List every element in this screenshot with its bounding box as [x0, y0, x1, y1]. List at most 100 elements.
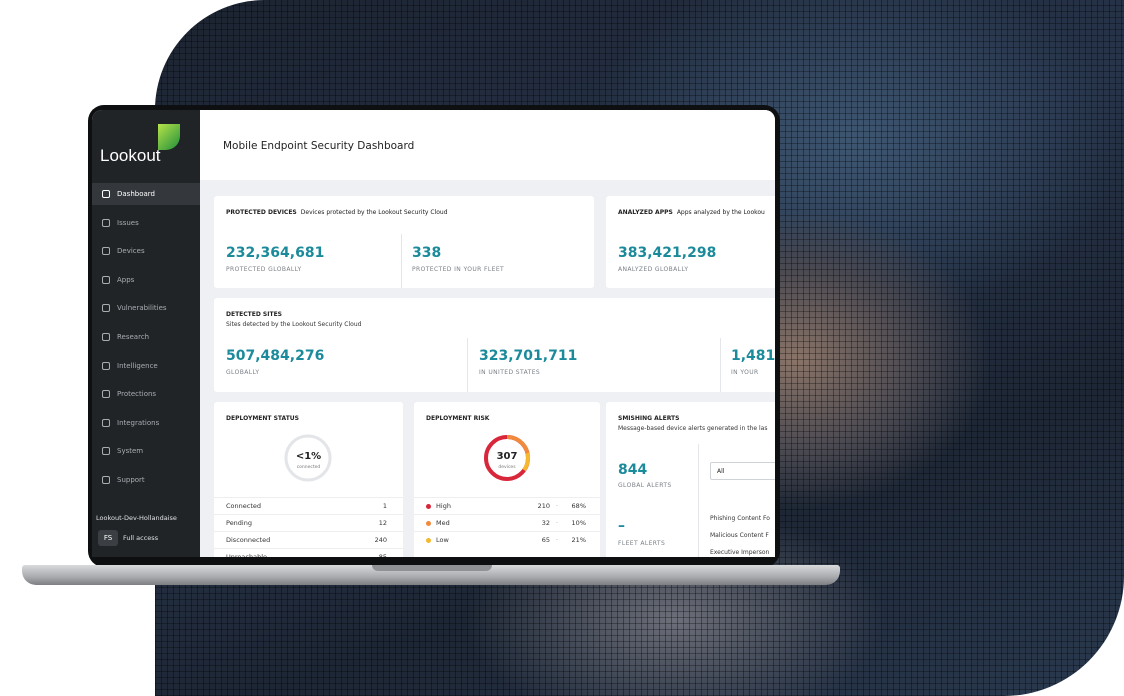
- risk-label: High: [436, 502, 451, 510]
- risk-percent: 68%: [571, 502, 586, 510]
- risk-donut: [484, 434, 530, 481]
- deployment-risk-card: DEPLOYMENT RISK 307 devices High 210 · 68% M…: [414, 402, 600, 557]
- laptop-base: [22, 565, 840, 585]
- nav-icon: [102, 418, 110, 427]
- risk-label: Low: [436, 536, 449, 544]
- card-title-text: ANALYZED APPS: [618, 209, 673, 216]
- nav-icon: [102, 304, 110, 313]
- nav-icon: [102, 190, 110, 198]
- laptop-notch: [372, 565, 492, 571]
- risk-count: 65: [541, 536, 550, 544]
- card-title: DETECTED SITES: [226, 311, 283, 318]
- nav-item[interactable]: Issues: [92, 212, 200, 234]
- donut-value: <1%: [295, 451, 322, 462]
- nav-label: Vulnerabilities: [117, 304, 167, 313]
- donut-low: [522, 452, 530, 472]
- fleet-alerts-value: –: [618, 518, 625, 534]
- risk-percent: 10%: [571, 519, 586, 527]
- card-subtitle: Devices protected by the Lookout Securit…: [300, 209, 448, 216]
- donut-label: devices: [498, 465, 516, 470]
- filter-select[interactable]: All: [710, 462, 775, 480]
- nav-icon: [102, 476, 110, 484]
- card-subtitle: Apps analyzed by the Lookou: [676, 209, 765, 216]
- status-label: Connected: [226, 502, 262, 510]
- tenant[interactable]: Lookout-Dev-Hollandaise: [96, 514, 177, 522]
- nav-label: Research: [117, 333, 150, 341]
- alert-type[interactable]: Phishing Content Fo: [710, 515, 770, 522]
- alert-type[interactable]: Malicious Content F: [710, 532, 769, 539]
- risk-separator: ·: [555, 536, 558, 544]
- nav-label: Intelligence: [117, 361, 158, 370]
- status-label: Disconnected: [226, 536, 271, 544]
- stat-label: PROTECTED GLOBALLY: [226, 266, 302, 273]
- user-badge[interactable]: FS: [98, 530, 118, 546]
- stat-label: IN UNITED STATES: [479, 369, 541, 376]
- logo: Lookout: [100, 146, 161, 165]
- status-donut: [284, 434, 332, 482]
- status-row: Connected 1: [214, 497, 403, 514]
- risk-separator: ·: [555, 502, 558, 510]
- nav-item[interactable]: System: [92, 440, 200, 462]
- stat-label: PROTECTED IN YOUR FLEET: [412, 266, 505, 273]
- donut-track: [284, 434, 332, 482]
- nav-item[interactable]: Protections: [92, 383, 200, 405]
- nav-item[interactable]: Support: [92, 469, 200, 491]
- user-role: Full access: [123, 534, 159, 542]
- nav-label: Apps: [117, 275, 135, 284]
- divider: [698, 444, 699, 557]
- stat-label: ANALYZED GLOBALLY: [618, 266, 689, 273]
- status-label: Unreachable: [226, 553, 267, 557]
- status-count: 85: [378, 553, 387, 557]
- nav-icon: [102, 333, 110, 341]
- risk-row: Med 32 · 10%: [414, 514, 600, 531]
- risk-row: High 210 · 68%: [414, 497, 600, 514]
- nav-item[interactable]: Vulnerabilities: [92, 297, 200, 319]
- divider: [467, 338, 468, 392]
- divider: [720, 338, 721, 392]
- status-count: 240: [374, 536, 387, 544]
- smishing-card: SMISHING ALERTS Message-based device ale…: [606, 402, 775, 557]
- detected-sites-card: DETECTED SITES Sites detected by the Loo…: [214, 298, 775, 392]
- nav-icon: [102, 390, 110, 399]
- nav-item[interactable]: Research: [92, 326, 200, 348]
- risk-count: 210: [537, 502, 550, 510]
- nav-label: System: [117, 447, 144, 456]
- stat-label: GLOBALLY: [226, 369, 260, 376]
- page-title: Mobile Endpoint Security Dashboard: [223, 140, 415, 152]
- risk-dot: [426, 521, 431, 526]
- stat-value: 338: [412, 245, 442, 261]
- analyzed-apps-card: ANALYZED APPS Apps analyzed by the Lookou…: [606, 196, 775, 288]
- sidebar: Lookout Dashboard Issues Devices Apps Vulner…: [92, 110, 200, 557]
- risk-dot: [426, 538, 431, 543]
- nav-icon: [102, 447, 110, 456]
- card-title: ANALYZED APPS Apps analyzed by the Lookou: [618, 209, 765, 216]
- status-row: Pending 12: [214, 514, 403, 531]
- global-alerts-label: GLOBAL ALERTS: [618, 482, 672, 489]
- nav-item[interactable]: Integrations: [92, 412, 200, 434]
- donut-med: [506, 434, 530, 454]
- status-label: Pending: [226, 519, 252, 527]
- donut-label: connected: [296, 465, 321, 470]
- risk-count: 32: [541, 519, 550, 527]
- nav-icon: [102, 361, 110, 370]
- status-row: Disconnected 240: [214, 531, 403, 548]
- nav-item[interactable]: Intelligence: [92, 355, 200, 377]
- risk-percent: 21%: [571, 536, 586, 544]
- card-title: PROTECTED DEVICES Devices protected by th…: [226, 209, 448, 216]
- alert-type[interactable]: Executive Imperson: [710, 549, 770, 556]
- nav-icon: [102, 218, 110, 227]
- nav-label: Protections: [117, 390, 157, 399]
- stat-value: 232,364,681: [226, 245, 325, 261]
- nav-icon: [102, 275, 110, 284]
- risk-row: Low 65 · 21%: [414, 531, 600, 548]
- nav-item[interactable]: Apps: [92, 269, 200, 291]
- risk-separator: ·: [555, 519, 558, 527]
- card-subtitle: Sites detected by the Lookout Security C…: [226, 321, 362, 328]
- risk-dot: [426, 504, 431, 509]
- nav-item[interactable]: Devices: [92, 240, 200, 262]
- nav-item[interactable]: Dashboard: [92, 183, 200, 205]
- nav-label: Support: [117, 476, 145, 484]
- nav-icon: [102, 247, 110, 256]
- stat-value: 507,484,276: [226, 348, 325, 364]
